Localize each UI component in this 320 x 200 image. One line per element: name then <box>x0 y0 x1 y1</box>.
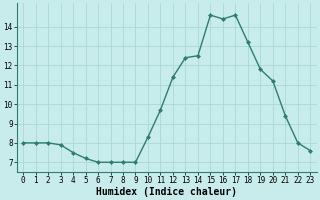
X-axis label: Humidex (Indice chaleur): Humidex (Indice chaleur) <box>96 186 237 197</box>
